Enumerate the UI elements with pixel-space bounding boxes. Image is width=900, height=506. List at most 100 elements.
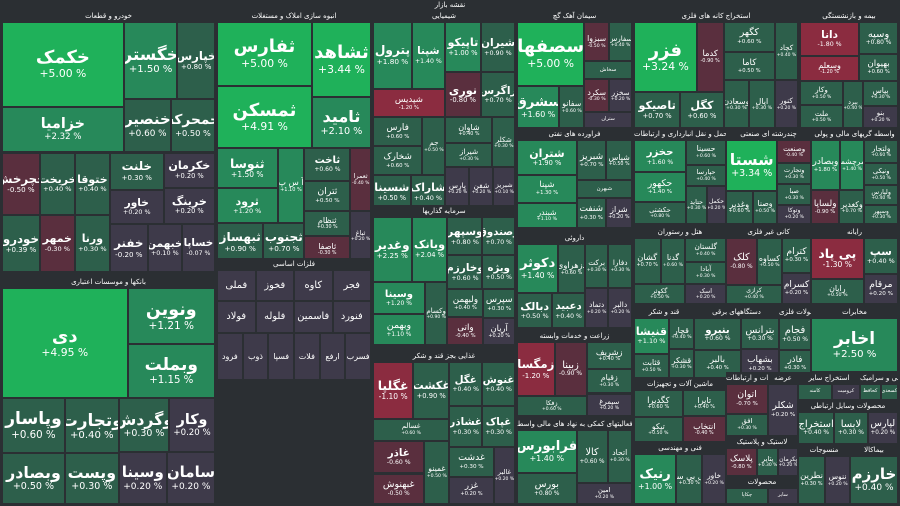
stock-tile[interactable]: وتجارت +0.30 % xyxy=(777,162,811,184)
stock-tile[interactable]: فسپا xyxy=(268,332,294,380)
stock-tile[interactable]: غالبر +0.20 % xyxy=(493,446,515,504)
stock-tile[interactable]: کالا +0.60 % xyxy=(576,430,608,483)
stock-tile[interactable]: گدنا +0.60 % xyxy=(660,238,686,284)
stock-tile[interactable]: خلنت +0.30 % xyxy=(109,152,164,190)
stock-tile[interactable]: تاپیکو +1.00 % xyxy=(444,22,481,73)
stock-tile[interactable]: ننوس +0.20 % xyxy=(825,456,850,504)
stock-tile[interactable]: کی بی سی+0.30 % xyxy=(676,454,703,504)
stock-tile[interactable]: خفنر -0.20 % xyxy=(109,223,148,272)
stock-tile[interactable]: ولتجار +0.60 % xyxy=(864,140,898,164)
stock-tile[interactable]: سفارس +0.40 % xyxy=(609,22,632,62)
stock-tile[interactable]: فنورد xyxy=(332,301,371,333)
stock-tile[interactable]: ثشاهد +3.44 % xyxy=(311,22,371,97)
stock-tile[interactable]: اپال +0.30 % xyxy=(749,80,775,128)
stock-tile[interactable]: لپارس +0.20 % xyxy=(867,412,898,444)
stock-tile[interactable]: وخارزم +0.60 % xyxy=(447,255,483,289)
stock-tile[interactable]: وسپهر +0.30 % xyxy=(864,205,898,224)
stock-tile[interactable]: شیراز +0.30 % xyxy=(445,143,493,168)
stock-tile[interactable]: خمهر -0.30 % xyxy=(39,214,75,272)
stock-tile[interactable]: دی +4.95 % xyxy=(2,288,128,399)
stock-tile[interactable]: شبریز +0.10 % xyxy=(493,167,515,210)
stock-tile[interactable]: فخوز xyxy=(255,270,294,302)
stock-tile[interactable]: سفانو +0.60 % xyxy=(559,85,585,128)
stock-tile[interactable]: وسعادن +0.30 % xyxy=(723,80,750,128)
stock-tile[interactable]: خنصیر +0.60 % xyxy=(123,98,172,153)
stock-tile[interactable]: ثعمرا -0.40 % xyxy=(350,148,371,211)
stock-tile[interactable]: پارس +0.20 % xyxy=(445,167,470,210)
stock-tile[interactable]: پکرمان +0.20 % xyxy=(778,448,798,476)
stock-tile[interactable]: غگل +0.40 % xyxy=(449,362,483,407)
stock-tile[interactable]: وتوکا +0.20 % xyxy=(777,204,811,224)
stock-tile[interactable]: بپاس +0.30 % xyxy=(863,81,898,106)
stock-tile[interactable]: شپدیس -1.20 % xyxy=(373,89,445,118)
stock-tile[interactable]: وصنعت -0.40 % xyxy=(777,140,811,163)
stock-tile[interactable]: خرینگ +0.20 % xyxy=(163,188,215,224)
stock-tile[interactable]: وسپهر +0.80 % xyxy=(447,217,483,256)
stock-tile[interactable]: کچاد +0.40 % xyxy=(775,22,798,81)
stock-tile[interactable]: خبهمن +0.10 % xyxy=(147,223,182,272)
stock-tile[interactable]: قثابت +0.50 % xyxy=(634,353,669,378)
stock-tile[interactable]: آبادا +0.30 % xyxy=(685,261,726,284)
stock-tile[interactable]: دانا -1.80 % xyxy=(800,22,860,56)
stock-tile[interactable]: قشکر +0.30 % xyxy=(668,349,694,378)
stock-tile[interactable]: چکاپا xyxy=(726,488,768,504)
stock-tile[interactable]: رایان +0.50 % xyxy=(811,278,864,304)
stock-tile[interactable]: تایرا +0.40 % xyxy=(682,390,726,416)
stock-tile[interactable]: شیران +0.90 % xyxy=(480,22,515,73)
stock-tile[interactable]: غشاذر +0.30 % xyxy=(449,406,483,447)
stock-tile[interactable]: کاما +0.50 % xyxy=(723,52,776,81)
stock-tile[interactable]: کحافظ xyxy=(860,384,881,400)
stock-tile[interactable]: غدشت +0.30 % xyxy=(449,446,494,477)
stock-tile[interactable]: شفن +0.20 % xyxy=(469,167,494,210)
stock-tile[interactable]: فجر xyxy=(332,270,371,302)
stock-tile[interactable]: غبهنوش -0.50 % xyxy=(373,473,425,504)
stock-tile[interactable]: اخابر +2.50 % xyxy=(811,318,898,372)
stock-tile[interactable]: فارس +0.60 % xyxy=(373,117,423,147)
stock-tile[interactable]: جم +0.50 % xyxy=(422,117,446,175)
stock-tile[interactable]: وغدیر +2.25 % xyxy=(373,217,412,283)
stock-tile[interactable]: زبینا -0.90 % xyxy=(554,342,587,396)
stock-tile[interactable]: وکسام +0.90 % xyxy=(424,282,448,345)
stock-tile[interactable]: غاذر -0.60 % xyxy=(373,440,425,474)
stock-tile[interactable]: ثجنوب +0.70 % xyxy=(263,223,305,262)
stock-tile[interactable]: وصنا +0.50 % xyxy=(752,190,778,224)
stock-tile[interactable]: غنوش +0.40 % xyxy=(482,362,515,407)
stock-tile[interactable]: سخاش xyxy=(584,61,632,79)
stock-tile[interactable]: دکوثر +1.40 % xyxy=(517,244,559,294)
stock-tile[interactable]: ونوین +1.21 % xyxy=(127,288,215,345)
stock-tile[interactable]: آ س پ +1.10 % xyxy=(277,148,305,224)
stock-tile[interactable]: خمحرکه+0.50 % xyxy=(171,98,215,153)
stock-tile[interactable]: ستران xyxy=(584,112,632,128)
stock-tile[interactable]: اتوان -0.70 % xyxy=(726,384,768,414)
stock-tile[interactable]: اسک +0.20 % xyxy=(685,283,726,304)
stock-tile[interactable]: شتران +1.90 % xyxy=(517,140,577,176)
stock-tile[interactable]: تاصیکو +0.70 % xyxy=(634,92,681,128)
stock-tile[interactable]: وبصادر +1.80 % xyxy=(811,140,840,191)
stock-tile[interactable]: ولبهمن +0.40 % xyxy=(447,288,484,317)
stock-tile[interactable]: خکرمان +0.20 % xyxy=(163,152,215,189)
stock-tile[interactable]: دبالک +0.50 % xyxy=(517,293,553,328)
stock-tile[interactable]: وسعلم -1.20 % xyxy=(800,55,860,82)
stock-tile[interactable]: بنو +0.20 % xyxy=(863,105,898,128)
stock-tile[interactable]: غزر +0.20 % xyxy=(449,476,494,504)
stock-tile[interactable]: انتخاب -0.40 % xyxy=(682,416,726,442)
stock-tile[interactable]: وسپه +0.80 % xyxy=(859,22,898,54)
stock-tile[interactable]: وسینا +1.20 % xyxy=(373,282,425,315)
stock-tile[interactable]: شبریز +0.70 % xyxy=(576,140,607,181)
stock-tile[interactable]: سشرق +1.60 % xyxy=(517,85,560,128)
stock-tile[interactable]: پترول +1.80 % xyxy=(373,22,412,90)
stock-tile[interactable]: سرچشمه+1.40 % xyxy=(839,140,865,191)
stock-tile[interactable]: برکت +0.30 % xyxy=(584,244,609,288)
stock-tile[interactable]: وغدیر +0.60 % xyxy=(726,190,753,224)
stock-tile[interactable]: ثمسکن +4.91 % xyxy=(217,85,312,149)
stock-tile[interactable]: غمینو +0.50 % xyxy=(424,440,450,504)
stock-tile[interactable]: فرود xyxy=(217,332,243,380)
stock-tile[interactable]: ثاخت +0.60 % xyxy=(304,148,351,181)
stock-tile[interactable]: شکلر +0.20 % xyxy=(768,384,798,436)
stock-tile[interactable]: حتاید +0.30 % xyxy=(686,186,707,224)
stock-tile[interactable]: ارفع xyxy=(319,332,346,380)
stock-tile[interactable]: سبزوا -0.50 % xyxy=(584,22,610,62)
stock-tile[interactable]: شپاس +0.50 % xyxy=(606,140,632,181)
stock-tile[interactable]: وبصادر +0.50 % xyxy=(2,453,65,504)
stock-tile[interactable]: حپارسا +0.40 % xyxy=(686,164,726,187)
